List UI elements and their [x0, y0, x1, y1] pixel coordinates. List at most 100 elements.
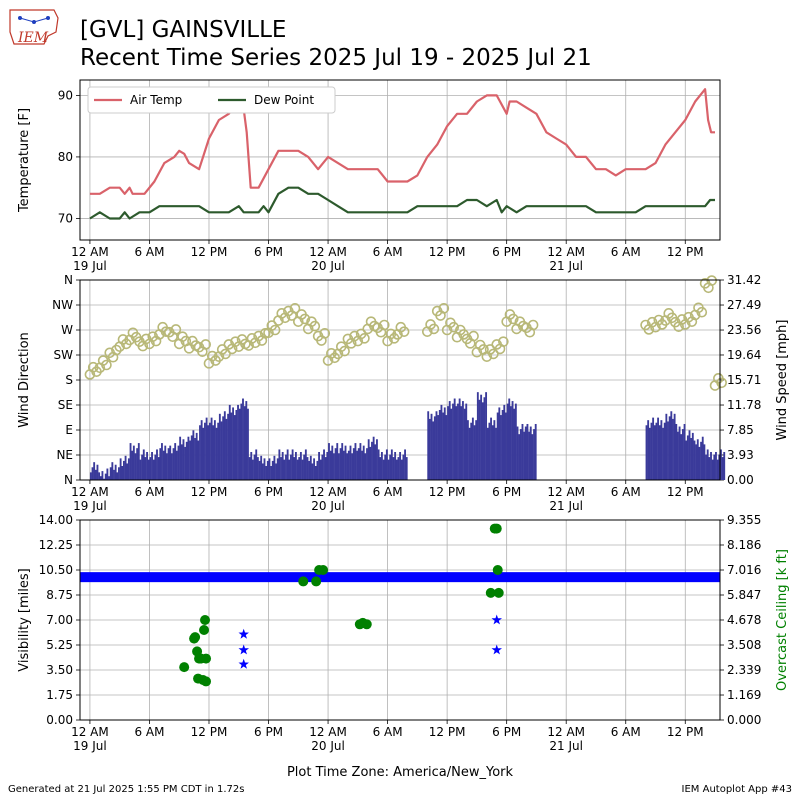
x-day-label: 19 Jul — [73, 259, 107, 273]
station-title: [GVL] GAINSVILLE — [80, 17, 287, 43]
wind-speed-bar — [376, 439, 378, 480]
ceiling-circle — [493, 587, 504, 598]
wind-speed-bar — [132, 445, 135, 480]
wind-speed-bar — [440, 404, 443, 480]
wind-direction-marker — [448, 321, 460, 333]
wind-speed-bar — [126, 463, 129, 480]
wind-speed-bar — [247, 408, 249, 480]
wind-speed-bar — [720, 449, 722, 480]
wind-speed-bar — [215, 427, 218, 480]
wind-speed-bar — [283, 459, 286, 480]
wind-speed-bar — [177, 445, 180, 480]
wind-direction-marker — [111, 344, 122, 356]
wind-speed-bar — [341, 443, 344, 480]
wind-speed-bar — [385, 449, 388, 480]
wind-direction-marker — [339, 345, 350, 357]
wind-speed-bar — [159, 448, 162, 480]
wind-direction-marker — [299, 313, 311, 325]
wind-speed-bar — [98, 472, 101, 480]
wind-speed-bar — [362, 445, 365, 480]
y-tick-label-right: 23.56 — [727, 323, 761, 337]
wind-speed-bar — [476, 392, 479, 480]
y-tick-label: 90 — [58, 88, 73, 102]
wind-speed-bar — [180, 444, 183, 480]
wind-speed-bar — [114, 464, 117, 480]
wind-speed-bar — [136, 448, 139, 480]
wind-speed-bar — [706, 449, 709, 480]
y-tick-label-right: 31.42 — [727, 273, 761, 287]
wind-speed-bar — [217, 422, 220, 480]
wind-speed-bar — [194, 437, 196, 480]
wind-speed-bar — [271, 460, 274, 480]
wind-speed-bar — [645, 425, 648, 480]
x-day-label: 20 Jul — [311, 739, 345, 753]
wind-speed-bar — [670, 411, 673, 480]
y-tick-label-right: 15.71 — [727, 373, 761, 387]
wind-speed-bar — [658, 425, 661, 480]
wind-speed-bar — [121, 465, 124, 480]
wind-speed-bar — [232, 407, 234, 480]
wind-speed-bar — [151, 451, 153, 480]
wind-speed-bar — [200, 420, 203, 480]
y-tick-label: S — [65, 373, 73, 387]
wind-speed-bar — [653, 425, 656, 480]
wind-direction-marker — [101, 359, 112, 371]
y-tick-label: 8.75 — [46, 588, 73, 602]
y-tick-label-right: 7.016 — [727, 563, 761, 577]
wind-speed-bar — [647, 420, 650, 480]
x-tick-label: 6 PM — [254, 245, 283, 259]
footer-app: IEM Autoplot App #43 — [681, 784, 792, 795]
wind-speed-bar — [508, 398, 511, 480]
wind-speed-bar — [506, 403, 509, 480]
wind-speed-bar — [371, 441, 373, 480]
wind-speed-bar — [197, 440, 200, 480]
wind-direction-marker — [269, 324, 281, 336]
y-tick-label-right: 7.85 — [727, 423, 754, 437]
wind-speed-bar — [397, 457, 400, 480]
wind-speed-bar — [256, 457, 259, 480]
wind-speed-bar — [116, 472, 119, 480]
x-tick-label: 12 AM — [71, 485, 109, 499]
wind-speed-bar — [715, 451, 717, 480]
wind-speed-bar — [174, 443, 177, 480]
x-tick-label: 12 PM — [191, 245, 228, 259]
wind-direction-marker — [498, 336, 509, 347]
wind-speed-bar — [529, 426, 532, 480]
wind-speed-bar — [205, 417, 208, 480]
wind-speed-bar — [665, 413, 668, 480]
wind-speed-bar — [384, 454, 387, 480]
x-tick-label: 12 PM — [429, 485, 466, 499]
wind-speed-bar — [324, 457, 327, 480]
wind-speed-bar — [471, 417, 474, 480]
wind-speed-bar — [218, 413, 221, 480]
wind-speed-bar — [400, 459, 403, 480]
wind-speed-bar — [496, 412, 499, 480]
x-tick-label: 12 AM — [71, 725, 109, 739]
wind-speed-bar — [470, 422, 473, 480]
wind-speed-bar — [486, 427, 489, 480]
wind-speed-bar — [534, 423, 537, 480]
x-tick-label: 12 AM — [547, 245, 585, 259]
wind-speed-bar — [167, 448, 170, 480]
wind-speed-bar — [465, 403, 468, 480]
wind-speed-bar — [344, 445, 347, 480]
wind-speed-bar — [119, 458, 122, 480]
y-tick-label-right: 0.000 — [727, 713, 761, 727]
wind-speed-bar — [505, 412, 507, 480]
axes-frame — [79, 279, 721, 481]
x-tick-label: 12 AM — [309, 245, 347, 259]
wind-direction-marker — [378, 319, 390, 331]
x-tick-label: 6 PM — [254, 725, 283, 739]
wind-speed-bar — [662, 427, 664, 480]
wind-speed-bar — [701, 436, 704, 480]
wind-speed-bar — [524, 426, 527, 480]
y-tick-label: 5.25 — [46, 638, 73, 652]
y-tick-label: 1.75 — [46, 688, 73, 702]
wind-speed-bar — [109, 467, 112, 480]
wind-speed-bar — [255, 449, 258, 480]
wind-speed-bar — [228, 404, 231, 480]
wind-speed-bar — [716, 459, 719, 480]
y-tick-label: SE — [58, 398, 73, 412]
wind-speed-bar — [165, 453, 168, 480]
wind-speed-bar — [452, 403, 454, 480]
